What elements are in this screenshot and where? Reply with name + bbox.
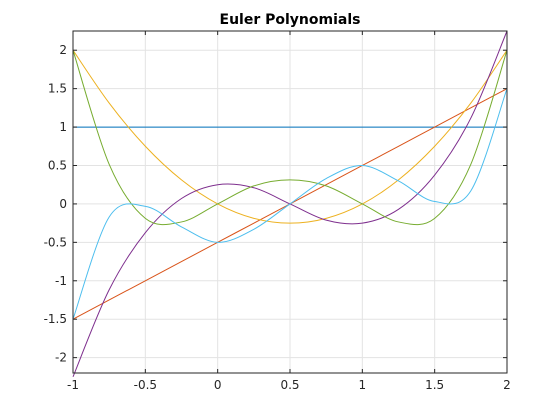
- series-line-2: [72, 49, 508, 224]
- x-tick-label: 2: [503, 378, 511, 392]
- y-tick-label: -1: [55, 274, 67, 288]
- series-line-4: [72, 50, 508, 226]
- y-tick-label: -2: [55, 351, 67, 365]
- y-tick-label: 2: [59, 43, 67, 57]
- x-tick-labels: -1 -0.5 0 0.5 1 1.5 2: [67, 378, 511, 392]
- y-tick-label: 1.5: [48, 82, 67, 96]
- y-tick-labels: -2 -1.5 -1 -0.5 0 0.5 1 1.5 2: [44, 43, 67, 364]
- series-line-5: [72, 88, 508, 320]
- x-tick-label: 0: [214, 378, 222, 392]
- grid: [72, 31, 508, 373]
- chart-title: Euler Polynomials: [220, 12, 361, 28]
- x-tick-label: -0.5: [134, 378, 157, 392]
- y-tick-label: 0: [59, 197, 67, 211]
- series-group: [72, 30, 508, 378]
- x-tick-label: 1.5: [425, 378, 444, 392]
- y-tick-label: -0.5: [44, 235, 67, 249]
- x-tick-label: 1: [359, 378, 367, 392]
- x-tick-label: 0.5: [280, 378, 299, 392]
- x-tick-label: -1: [67, 378, 79, 392]
- y-tick-label: 1: [59, 120, 67, 134]
- y-tick-label: 0.5: [48, 158, 67, 172]
- y-tick-label: -1.5: [44, 312, 67, 326]
- tick-marks: [72, 31, 508, 373]
